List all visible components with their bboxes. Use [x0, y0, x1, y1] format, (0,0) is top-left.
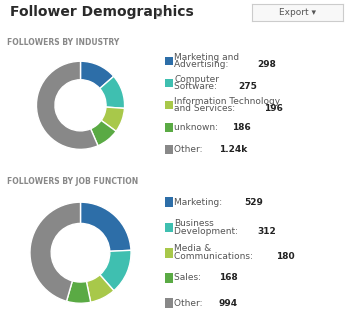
- Wedge shape: [100, 76, 125, 108]
- Text: 180: 180: [276, 252, 295, 261]
- Wedge shape: [80, 202, 131, 251]
- Wedge shape: [101, 107, 125, 131]
- Text: Other:: Other:: [174, 299, 205, 308]
- Text: Export ▾: Export ▾: [279, 8, 316, 17]
- Text: Marketing and: Marketing and: [174, 53, 239, 62]
- Text: Development:: Development:: [174, 227, 241, 236]
- Text: 1.24k: 1.24k: [219, 145, 247, 154]
- Text: Media &: Media &: [174, 244, 211, 253]
- Wedge shape: [30, 202, 80, 301]
- Wedge shape: [66, 281, 91, 303]
- Text: Communications:: Communications:: [174, 252, 256, 261]
- Wedge shape: [100, 250, 131, 291]
- Bar: [165, 145, 173, 154]
- Text: FOLLOWERS BY JOB FUNCTION: FOLLOWERS BY JOB FUNCTION: [7, 177, 138, 186]
- Text: Sales:: Sales:: [174, 273, 204, 283]
- Text: 168: 168: [219, 273, 238, 283]
- Bar: [165, 248, 173, 258]
- Bar: [165, 101, 173, 110]
- Text: 312: 312: [257, 227, 276, 236]
- Wedge shape: [91, 121, 116, 146]
- Text: ⓘ: ⓘ: [156, 7, 162, 17]
- Text: 275: 275: [238, 82, 257, 91]
- Bar: [165, 57, 173, 65]
- Text: 994: 994: [219, 299, 238, 308]
- Text: Computer: Computer: [174, 75, 219, 84]
- Bar: [165, 79, 173, 87]
- Text: FOLLOWERS BY INDUSTRY: FOLLOWERS BY INDUSTRY: [7, 38, 119, 47]
- Text: Business: Business: [174, 219, 214, 228]
- Wedge shape: [80, 61, 114, 88]
- Text: and Services:: and Services:: [174, 104, 238, 113]
- Text: Other:: Other:: [174, 145, 205, 154]
- Wedge shape: [86, 275, 114, 302]
- Text: Follower Demographics: Follower Demographics: [10, 5, 194, 19]
- Bar: [165, 123, 173, 132]
- Text: 529: 529: [244, 198, 263, 207]
- Bar: [165, 197, 173, 207]
- Bar: [165, 298, 173, 308]
- Text: 298: 298: [257, 60, 276, 69]
- Text: 186: 186: [232, 123, 250, 132]
- Bar: [165, 273, 173, 283]
- Text: unknown:: unknown:: [174, 123, 221, 132]
- Text: Information Technology: Information Technology: [174, 97, 280, 106]
- Bar: [165, 223, 173, 232]
- Text: Software:: Software:: [174, 82, 220, 91]
- Text: Marketing:: Marketing:: [174, 198, 225, 207]
- Text: 196: 196: [264, 104, 282, 113]
- Text: Advertising:: Advertising:: [174, 60, 231, 69]
- Wedge shape: [36, 61, 98, 149]
